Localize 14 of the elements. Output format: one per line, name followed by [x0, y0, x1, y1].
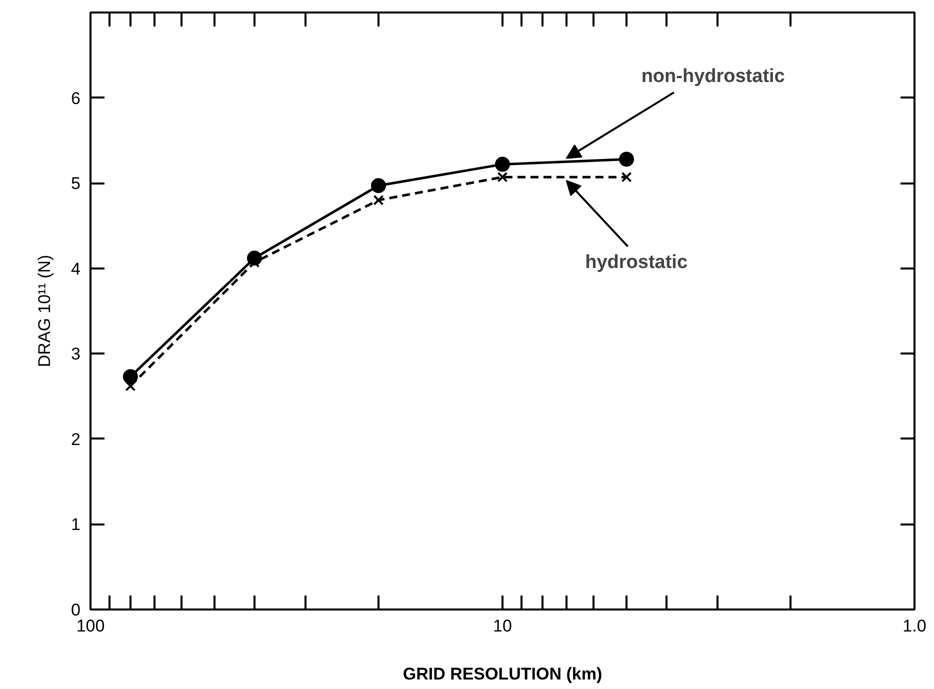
- y-tick-label: 1: [71, 515, 81, 534]
- y-tick-label: 3: [71, 344, 81, 364]
- x-tick-label: 10: [493, 616, 512, 636]
- y-tick-label: 4: [71, 259, 81, 278]
- y-tick-label: 5: [71, 174, 81, 194]
- annotation: hydrostatic: [585, 252, 688, 274]
- y-tick-label: 0: [71, 600, 81, 620]
- y-axis-title: DRAG 10¹¹ (N): [35, 254, 54, 368]
- x-tick-label: 100: [76, 616, 105, 636]
- x-tick-label: 1.0: [902, 616, 926, 636]
- y-tick-label: 6: [71, 88, 81, 108]
- y-tick-label: 2: [71, 430, 81, 449]
- annotation: non-hydrostatic: [641, 66, 786, 87]
- x-axis-title: GRID RESOLUTION (km): [402, 664, 602, 684]
